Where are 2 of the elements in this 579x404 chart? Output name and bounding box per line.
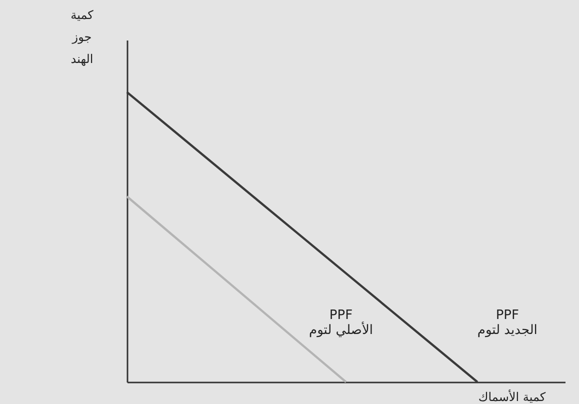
x-axis-title: كمية الأسماك <box>478 389 546 404</box>
y-axis-title: كمية جوز الهند <box>70 8 94 66</box>
